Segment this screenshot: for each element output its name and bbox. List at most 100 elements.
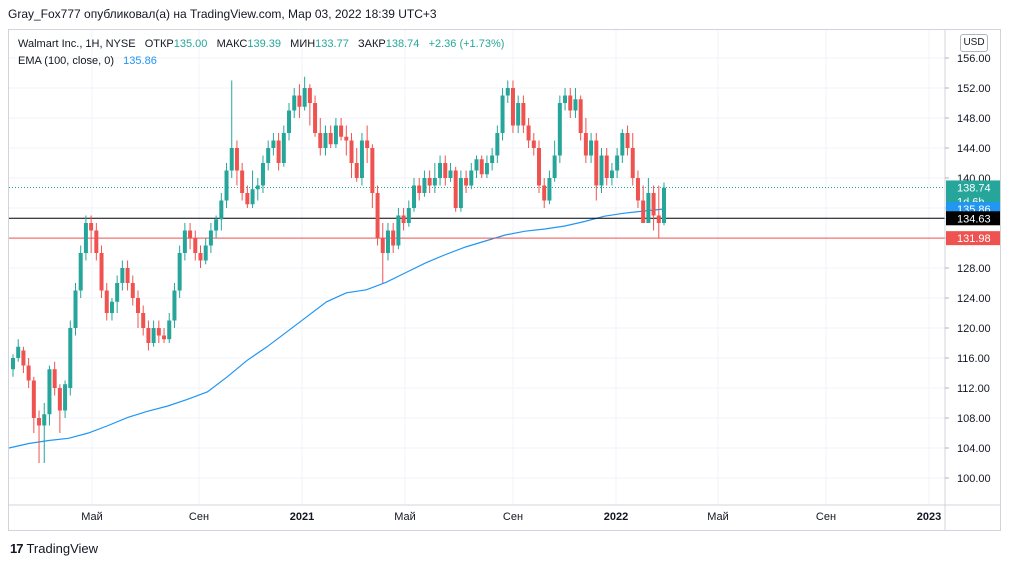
candle-body (458, 178, 463, 208)
legend-ema-row: EMA (100, close, 0) 135.86 (18, 53, 504, 70)
candle-body (537, 148, 542, 186)
candle-body (443, 163, 448, 178)
candle-body (31, 380, 36, 418)
candle-body (37, 418, 42, 426)
candle-body (250, 189, 255, 205)
ema-line (8, 208, 665, 449)
y-tick-label: 120.00 (957, 323, 991, 335)
price-label-box (946, 211, 1000, 226)
legend-change: +2.36 (+1.73%) (428, 38, 505, 50)
candle-body (521, 103, 526, 126)
candle-body (641, 200, 646, 223)
legend-ema-label: EMA (100, close, 0) (18, 55, 114, 67)
candle-body (151, 328, 156, 343)
chart-legend: Walmart Inc., 1H, NYSE ОТКР135.00 МАКС13… (18, 36, 504, 70)
legend-low-value: 133.77 (315, 38, 349, 50)
candle-body (662, 187, 666, 223)
candle-body (412, 185, 417, 208)
candle-body (339, 125, 344, 137)
candle-body (99, 253, 104, 291)
legend-close-value: 138.74 (385, 38, 420, 50)
candle-body (193, 238, 198, 253)
candle-body (323, 133, 328, 148)
candle-body (438, 163, 443, 178)
chart-frame[interactable] (8, 29, 1001, 531)
candle-body (208, 230, 213, 246)
candle-body (198, 253, 203, 261)
candle-body (266, 148, 271, 163)
candle-body (375, 193, 380, 238)
candle-body (651, 193, 656, 216)
candle-body (604, 155, 609, 178)
candle-body (469, 170, 474, 186)
y-tick-label: 124.00 (957, 293, 991, 305)
candle-body (344, 136, 349, 141)
candle-body (464, 178, 469, 186)
candle-body (542, 185, 547, 201)
candle-body (370, 148, 375, 193)
candle-body (177, 253, 182, 291)
candle-body (333, 125, 338, 145)
x-tick-label: Май (394, 511, 416, 523)
x-tick-label: 2021 (290, 511, 314, 523)
candle-body (620, 133, 625, 156)
candle-body (531, 140, 536, 148)
candle-body (484, 163, 489, 175)
y-tick-label: 108.00 (957, 413, 991, 425)
candle-body (594, 140, 599, 186)
candle-body (635, 178, 640, 201)
candle-body (260, 163, 265, 186)
candle-body (646, 193, 651, 223)
candle-body (276, 140, 281, 163)
candle-body (172, 290, 177, 321)
candle-body (552, 155, 557, 178)
candle-body (182, 230, 187, 253)
publish-header: Gray_Fox777 опубликовал(а) на TradingVie… (8, 7, 437, 21)
candle-body (125, 268, 130, 283)
candle-body (63, 384, 68, 411)
legend-ohlc-row: Walmart Inc., 1H, NYSE ОТКР135.00 МАКС13… (18, 36, 504, 53)
legend-high-value: 139.39 (247, 38, 281, 50)
candle-body (11, 358, 15, 370)
candle-body (318, 133, 323, 148)
candle-body (391, 230, 396, 246)
candle-body (120, 268, 125, 283)
candle-body (292, 95, 297, 111)
candle-body (109, 301, 114, 313)
candle-body (365, 140, 370, 148)
y-tick-label: 104.00 (957, 443, 991, 455)
legend-high-label: МАКС (216, 38, 248, 50)
candle-body (401, 215, 406, 223)
x-tick-label: 2023 (917, 511, 941, 523)
candle-body (16, 346, 21, 358)
candle-body (21, 350, 26, 366)
footer: 17 TradingView (10, 541, 98, 556)
candle-body (89, 223, 94, 231)
candle-body (68, 328, 73, 388)
x-tick-label: Май (81, 511, 103, 523)
y-tick-label: 156.00 (957, 53, 991, 65)
price-label-box (946, 231, 1000, 246)
candle-body (115, 283, 120, 302)
candle-body (307, 88, 312, 103)
currency-button[interactable]: USD (960, 34, 988, 52)
x-tick-label: Сен (503, 511, 523, 523)
candle-body (203, 245, 208, 261)
candle-body (406, 208, 411, 223)
candle-body (656, 215, 661, 223)
candle-body (417, 185, 422, 193)
candle-body (349, 140, 354, 163)
candle-body (245, 193, 250, 205)
candle-body (615, 155, 620, 171)
x-tick-label: Сен (816, 511, 836, 523)
candle-body (78, 253, 83, 291)
candle-body (313, 103, 318, 133)
candle-body (26, 365, 31, 381)
candle-body (188, 230, 193, 238)
legend-open-value: 135.00 (173, 38, 208, 50)
y-tick-label: 148.00 (957, 113, 991, 125)
y-tick-label: 116.00 (957, 353, 990, 365)
candle-body (474, 159, 479, 171)
legend-close-label: ЗАКР (358, 38, 386, 50)
